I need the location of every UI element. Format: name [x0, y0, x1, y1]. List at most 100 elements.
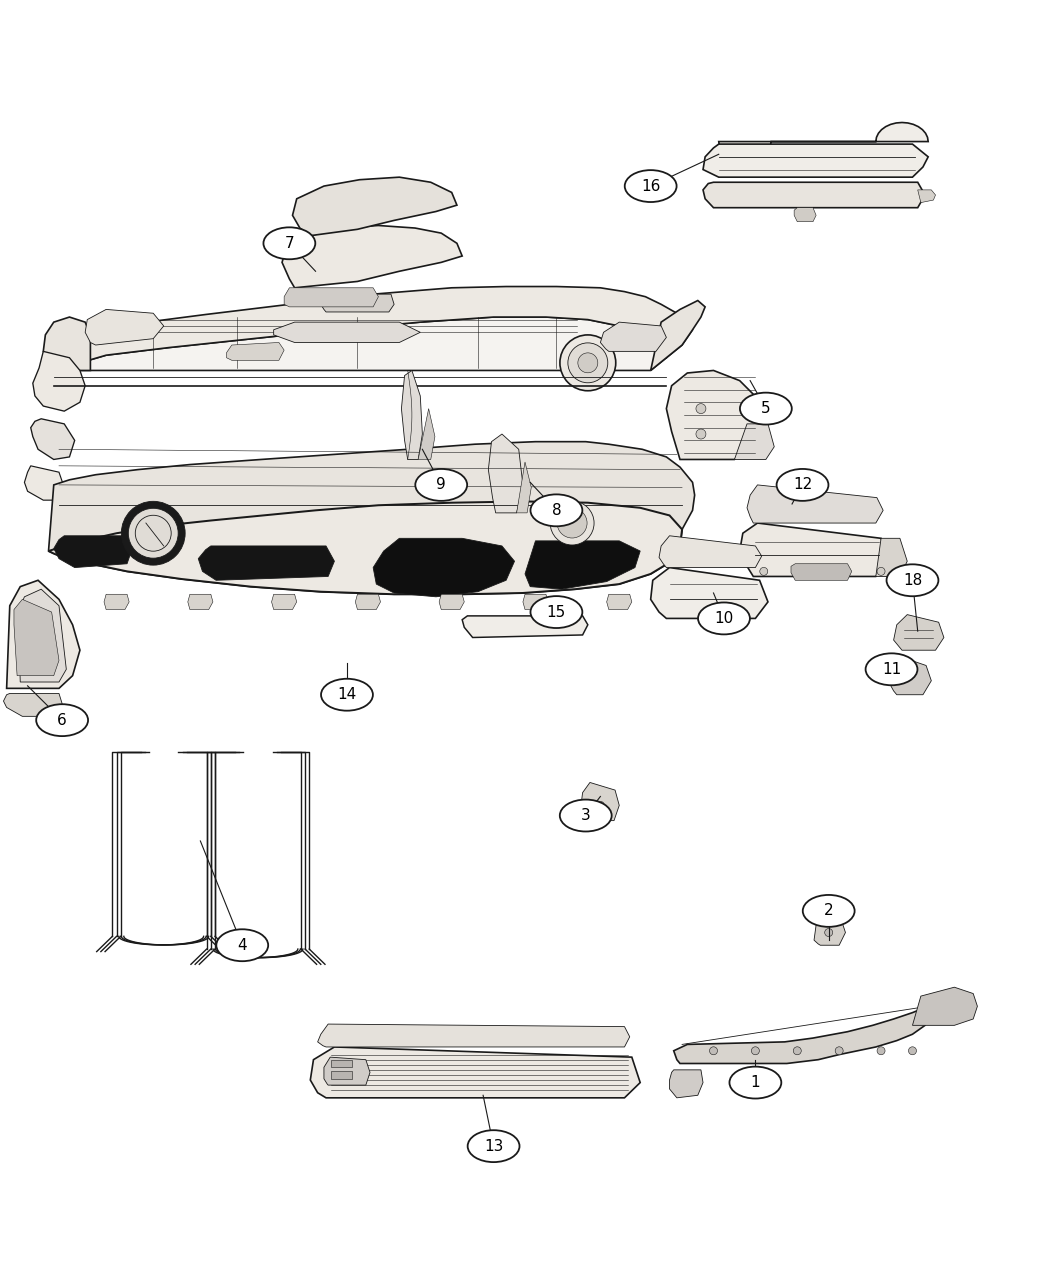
Ellipse shape: [216, 929, 268, 961]
Ellipse shape: [467, 1130, 520, 1162]
Polygon shape: [525, 541, 640, 589]
Polygon shape: [24, 465, 64, 500]
Text: 14: 14: [337, 687, 357, 703]
Ellipse shape: [886, 565, 939, 597]
Polygon shape: [64, 287, 693, 371]
Text: 3: 3: [581, 808, 590, 824]
Circle shape: [835, 1047, 843, 1054]
Polygon shape: [719, 122, 928, 161]
Polygon shape: [85, 310, 164, 346]
Polygon shape: [373, 538, 514, 597]
Ellipse shape: [264, 227, 315, 259]
Polygon shape: [293, 177, 457, 236]
Circle shape: [827, 921, 834, 927]
Circle shape: [877, 1047, 885, 1054]
Ellipse shape: [530, 495, 583, 527]
Polygon shape: [651, 301, 706, 371]
Polygon shape: [43, 317, 90, 371]
Circle shape: [568, 343, 608, 382]
Text: 13: 13: [484, 1139, 503, 1154]
Ellipse shape: [530, 597, 583, 629]
Polygon shape: [18, 589, 66, 682]
Circle shape: [877, 567, 885, 575]
Polygon shape: [282, 226, 462, 288]
Polygon shape: [321, 295, 394, 312]
Polygon shape: [3, 694, 62, 717]
Text: 9: 9: [437, 477, 446, 492]
Polygon shape: [889, 657, 931, 695]
Polygon shape: [54, 536, 132, 567]
Polygon shape: [104, 594, 129, 609]
Text: 12: 12: [793, 477, 812, 492]
Ellipse shape: [740, 393, 792, 425]
Text: 2: 2: [824, 904, 834, 918]
Ellipse shape: [321, 678, 373, 710]
Polygon shape: [523, 594, 548, 609]
Polygon shape: [814, 914, 845, 945]
Polygon shape: [651, 567, 768, 618]
Polygon shape: [274, 323, 420, 343]
Polygon shape: [674, 1006, 933, 1063]
Polygon shape: [704, 144, 928, 177]
Polygon shape: [355, 594, 380, 609]
Circle shape: [760, 567, 768, 575]
Polygon shape: [659, 536, 761, 567]
Polygon shape: [894, 615, 944, 650]
Polygon shape: [607, 594, 632, 609]
Polygon shape: [30, 418, 75, 459]
Polygon shape: [704, 182, 925, 208]
Circle shape: [794, 1047, 801, 1054]
Polygon shape: [198, 546, 334, 580]
Circle shape: [558, 509, 587, 538]
Polygon shape: [401, 371, 422, 459]
Circle shape: [550, 501, 594, 544]
Polygon shape: [418, 408, 435, 459]
Polygon shape: [739, 523, 889, 576]
Circle shape: [824, 928, 833, 937]
Circle shape: [908, 1047, 917, 1054]
Circle shape: [128, 509, 178, 558]
Circle shape: [696, 430, 706, 439]
Polygon shape: [517, 462, 531, 513]
Text: 11: 11: [882, 662, 901, 677]
Polygon shape: [488, 434, 523, 513]
Bar: [331, 1060, 352, 1067]
Polygon shape: [667, 371, 763, 459]
Ellipse shape: [625, 170, 676, 201]
Bar: [331, 1071, 352, 1079]
Ellipse shape: [803, 895, 855, 927]
Ellipse shape: [560, 799, 612, 831]
Polygon shape: [227, 343, 285, 361]
Ellipse shape: [36, 704, 88, 736]
Ellipse shape: [698, 603, 750, 635]
Polygon shape: [64, 317, 667, 371]
Polygon shape: [6, 580, 80, 688]
Polygon shape: [285, 288, 378, 307]
Polygon shape: [912, 987, 978, 1025]
Circle shape: [135, 515, 171, 551]
Ellipse shape: [777, 469, 828, 501]
Polygon shape: [794, 208, 816, 222]
Polygon shape: [439, 594, 464, 609]
Polygon shape: [272, 594, 297, 609]
Circle shape: [880, 193, 892, 205]
Circle shape: [560, 335, 615, 390]
Ellipse shape: [730, 1067, 781, 1099]
Polygon shape: [33, 352, 85, 411]
Text: 18: 18: [903, 572, 922, 588]
Circle shape: [752, 1047, 759, 1054]
Polygon shape: [188, 594, 213, 609]
Text: 16: 16: [640, 179, 660, 194]
Text: 10: 10: [714, 611, 734, 626]
Polygon shape: [747, 484, 883, 523]
Polygon shape: [791, 564, 852, 580]
Polygon shape: [462, 616, 588, 638]
Text: 4: 4: [237, 937, 247, 952]
Text: 6: 6: [58, 713, 67, 728]
Circle shape: [739, 193, 751, 205]
Polygon shape: [601, 323, 667, 352]
Polygon shape: [324, 1057, 370, 1085]
Ellipse shape: [865, 653, 918, 685]
Polygon shape: [670, 1070, 704, 1098]
Polygon shape: [918, 190, 936, 203]
